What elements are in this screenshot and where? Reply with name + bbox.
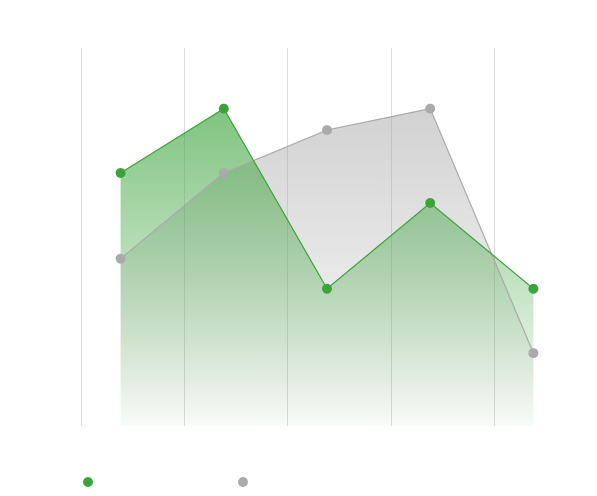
area-series-1 [120,108,534,426]
point-series-1-2[interactable] [218,103,229,114]
point-series-1-5[interactable] [528,283,539,294]
point-series-2-1[interactable] [115,253,126,264]
legend-marker-series-2 [238,477,248,487]
legend [0,477,597,495]
point-series-1-4[interactable] [425,197,436,208]
point-series-2-4[interactable] [425,103,436,114]
point-series-1-3[interactable] [322,283,332,294]
legend-item-series-2[interactable] [238,477,248,487]
point-series-1-1[interactable] [115,167,126,178]
series-areas [120,108,534,426]
legend-marker-series-1 [83,477,93,487]
point-series-2-3[interactable] [322,125,332,136]
series-points [115,103,539,359]
legend-item-series-1[interactable] [83,477,93,487]
point-series-2-5[interactable] [528,348,539,359]
point-series-2-2[interactable] [218,167,229,178]
